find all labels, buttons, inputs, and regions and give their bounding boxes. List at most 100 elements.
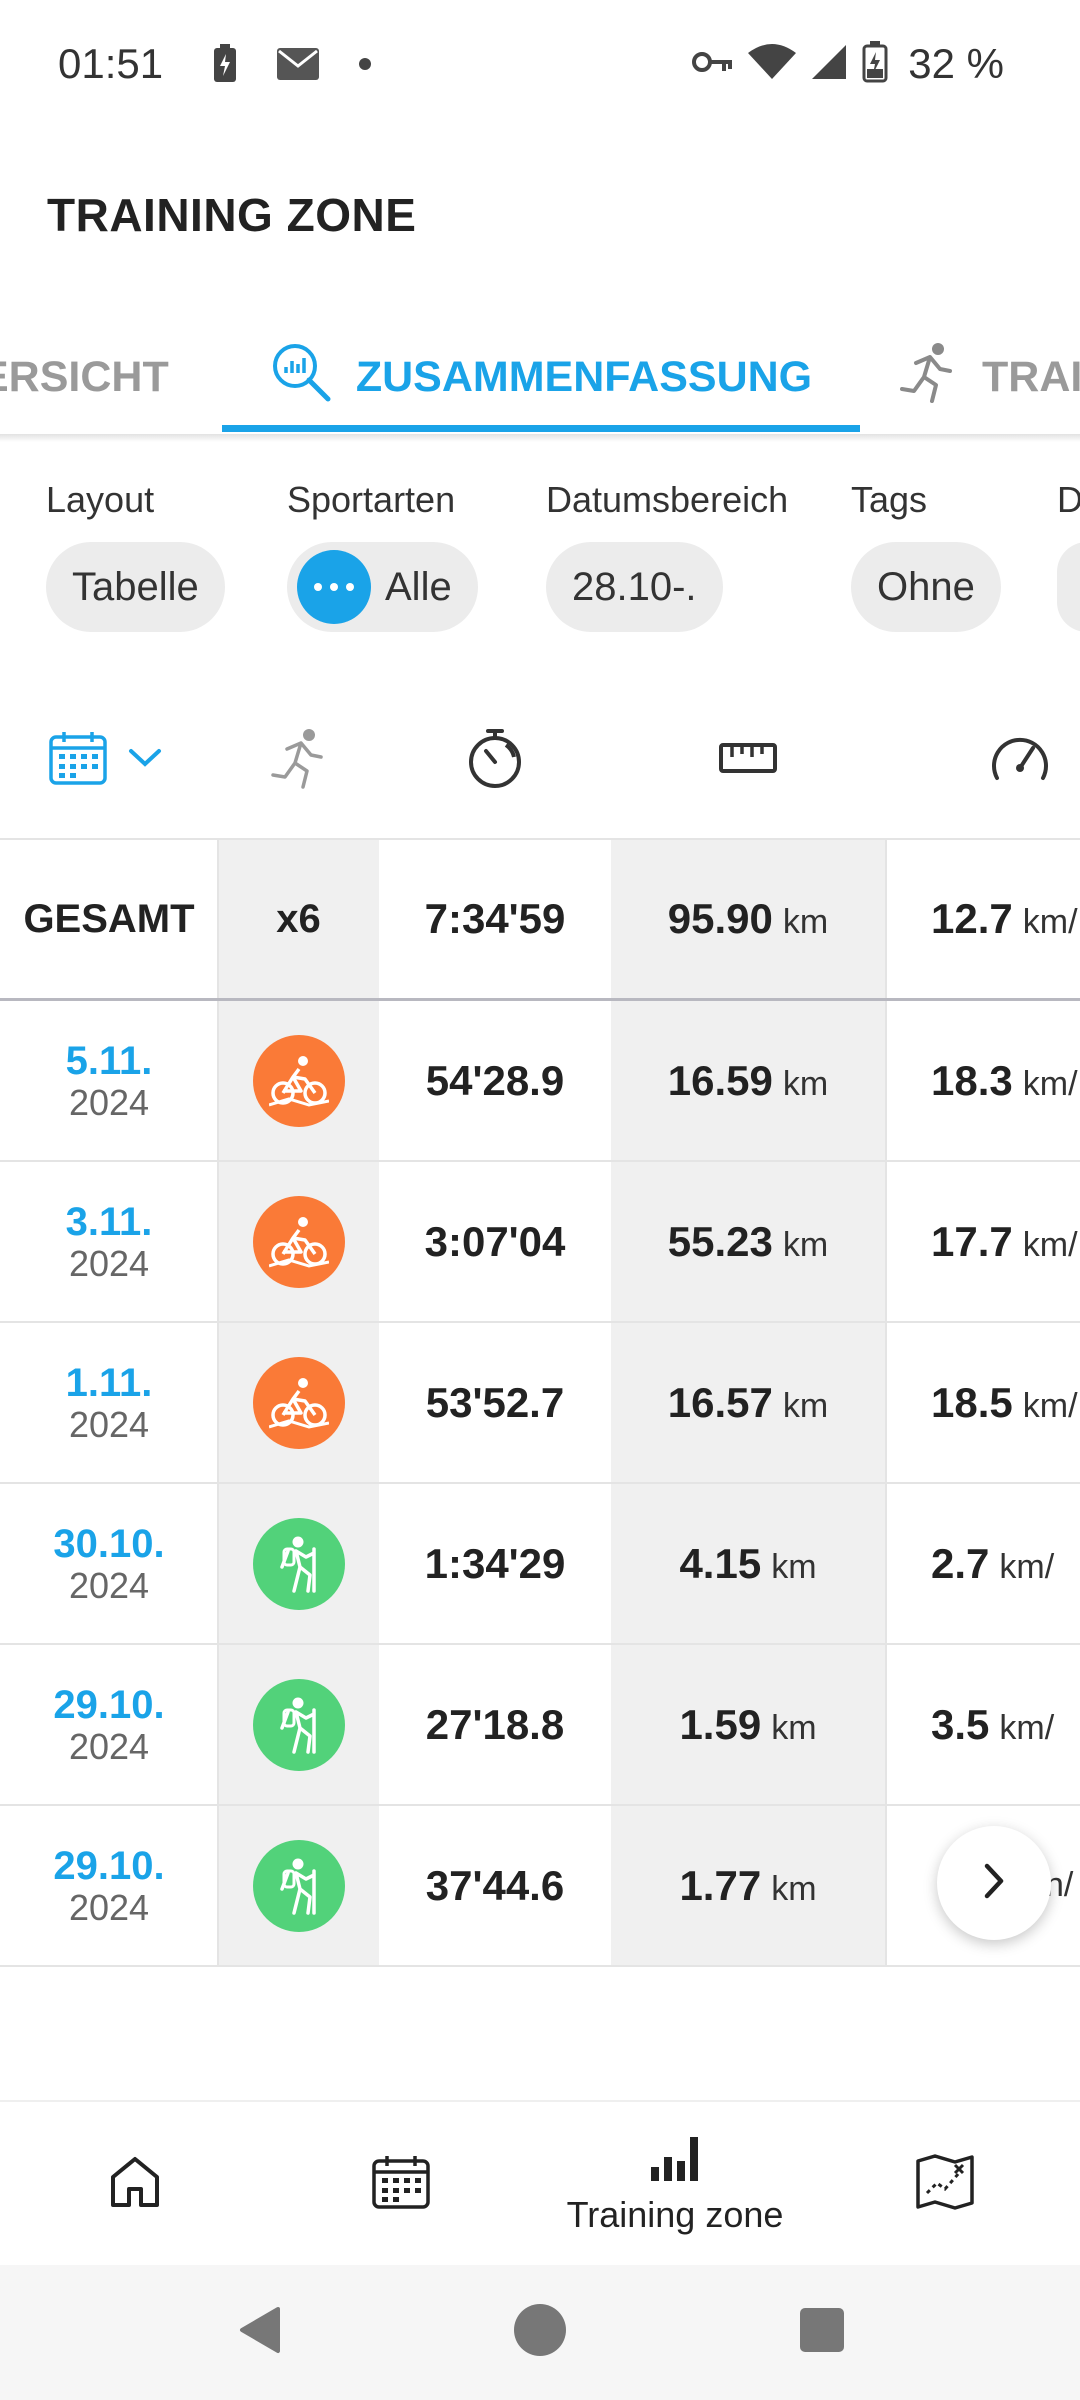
hiking-icon	[252, 1517, 345, 1610]
row-speed: 2.7	[931, 1539, 990, 1587]
row-date-day: 29.10.	[53, 1682, 165, 1727]
row-distance-unit: km	[782, 1225, 829, 1264]
table-top-border	[0, 838, 1080, 840]
battery-charging-icon	[212, 44, 238, 89]
row-speed: 17.7	[931, 1217, 1013, 1265]
total-count: x6	[276, 896, 321, 941]
table-row[interactable]: 3.11. 2024 3:07'04 55.23 km 17.7 km/	[0, 1162, 1080, 1323]
chevron-down-icon	[128, 748, 162, 773]
mountain-bike-icon	[252, 1356, 345, 1449]
row-speed-unit: km/	[999, 1547, 1055, 1586]
hiking-icon	[252, 1678, 345, 1771]
page-title: TRAINING ZONE	[47, 189, 417, 241]
table-row[interactable]: 1.11. 2024 53'52.7 16.57 km 18.5 km/	[0, 1323, 1080, 1484]
sport-column-header[interactable]	[258, 720, 338, 800]
table-row[interactable]: 29.10. 2024 27'18.8 1.59 km 3.5 km/	[0, 1645, 1080, 1806]
battery-percent: 32 %	[908, 40, 1004, 87]
active-tab-indicator	[222, 425, 860, 432]
row-duration: 54'28.9	[425, 1056, 565, 1104]
row-duration: 37'44.6	[425, 1861, 565, 1909]
row-distance-unit: km	[771, 1869, 817, 1908]
row-speed-unit: km/	[999, 1708, 1055, 1747]
filter-more-chip[interactable]	[1057, 542, 1080, 632]
dot-icon	[358, 57, 372, 76]
filter-more: D	[1057, 470, 1080, 637]
total-duration: 7:34'59	[424, 895, 566, 942]
row-date-day: 30.10.	[53, 1521, 165, 1566]
nav-map[interactable]	[880, 2102, 1010, 2267]
running-icon	[269, 727, 327, 794]
row-date-year: 2024	[68, 1081, 150, 1123]
status-time: 01:51	[58, 40, 164, 87]
recents-button[interactable]	[762, 2265, 882, 2400]
distance-column-shade	[611, 838, 885, 1966]
filter-more-label: D	[1057, 479, 1080, 520]
hiking-icon	[252, 1839, 345, 1932]
nav-home[interactable]	[70, 2102, 200, 2267]
back-button[interactable]	[200, 2265, 320, 2400]
speed-column-header[interactable]	[980, 720, 1060, 800]
filter-daterange-label: Datumsbereich	[546, 479, 789, 520]
more-dots-icon	[297, 550, 371, 624]
column-divider	[885, 838, 887, 1966]
total-speed: 12.7	[931, 895, 1013, 942]
filter-layout-chip[interactable]: Tabelle	[46, 542, 225, 632]
wifi-icon	[748, 43, 797, 86]
row-date-year: 2024	[68, 1403, 150, 1445]
row-distance: 55.23	[667, 1217, 773, 1265]
row-speed-unit: km/	[1022, 1386, 1078, 1425]
filter-tags-chip[interactable]: Ohne	[851, 542, 1001, 632]
row-date-year: 2024	[68, 1886, 150, 1928]
duration-column-header[interactable]	[455, 720, 535, 800]
row-distance: 16.57	[667, 1378, 773, 1426]
map-icon	[915, 2153, 975, 2216]
system-navigation	[0, 2265, 1080, 2400]
home-system-button[interactable]	[480, 2265, 600, 2400]
filter-tags-value: Ohne	[877, 564, 975, 609]
tab-summary[interactable]: ZUSAMMENFASSUNG	[222, 320, 860, 435]
row-speed: 18.3	[931, 1056, 1013, 1104]
running-icon	[898, 341, 956, 414]
nav-training-zone[interactable]: Training zone	[520, 2102, 830, 2267]
recents-square-icon	[799, 2307, 845, 2358]
table-row[interactable]: 29.10. 2024 37'44.6 1.77 km n/	[0, 1806, 1080, 1967]
total-label: GESAMT	[23, 896, 195, 941]
row-distance-unit: km	[782, 1386, 829, 1425]
row-speed-unit: km/	[1022, 1225, 1078, 1264]
status-bar: 01:51 32 %	[0, 0, 1080, 140]
filter-daterange: Datumsbereich 28.10-.	[546, 470, 788, 632]
row-duration: 27'18.8	[425, 1700, 565, 1748]
bottom-navigation: Training zone	[0, 2100, 1080, 2265]
row-date-day: 29.10.	[53, 1843, 165, 1888]
table-row[interactable]: 5.11. 2024 54'28.9 16.59 km 18.3 km/	[0, 1001, 1080, 1162]
row-date-day: 5.11.	[65, 1038, 153, 1083]
tab-training[interactable]: TRAI	[898, 320, 1080, 435]
battery-icon	[862, 40, 888, 88]
back-triangle-icon	[236, 2305, 284, 2360]
filter-daterange-chip[interactable]: 28.10-.	[546, 542, 723, 632]
filter-bar: Layout Tabelle Sportarten Alle Datumsber…	[0, 470, 1080, 640]
stopwatch-icon	[466, 727, 524, 794]
nav-calendar[interactable]	[336, 2102, 466, 2267]
row-speed-unit: km/	[1022, 1064, 1078, 1103]
distance-column-header[interactable]	[708, 720, 788, 800]
mountain-bike-icon	[252, 1034, 345, 1127]
filter-layout-value: Tabelle	[72, 564, 199, 609]
filter-sports-label: Sportarten	[287, 479, 456, 520]
row-speed: 18.5	[931, 1378, 1013, 1426]
filter-tags-label: Tags	[851, 479, 928, 520]
system-status-icons: 32 %	[692, 40, 1004, 88]
scroll-right-button[interactable]	[937, 1826, 1051, 1940]
filter-sports-chip[interactable]: Alle	[287, 542, 478, 632]
date-column-header[interactable]	[40, 720, 170, 800]
row-duration: 3:07'04	[424, 1217, 566, 1265]
tab-summary-label: ZUSAMMENFASSUNG	[355, 353, 813, 401]
tab-training-label: TRAI	[982, 353, 1080, 401]
row-date-year: 2024	[68, 1725, 150, 1767]
table-row[interactable]: 30.10. 2024 1:34'29 4.15 km 2.7 km/	[0, 1484, 1080, 1645]
calendar-icon	[48, 730, 108, 791]
column-divider	[217, 838, 219, 1966]
